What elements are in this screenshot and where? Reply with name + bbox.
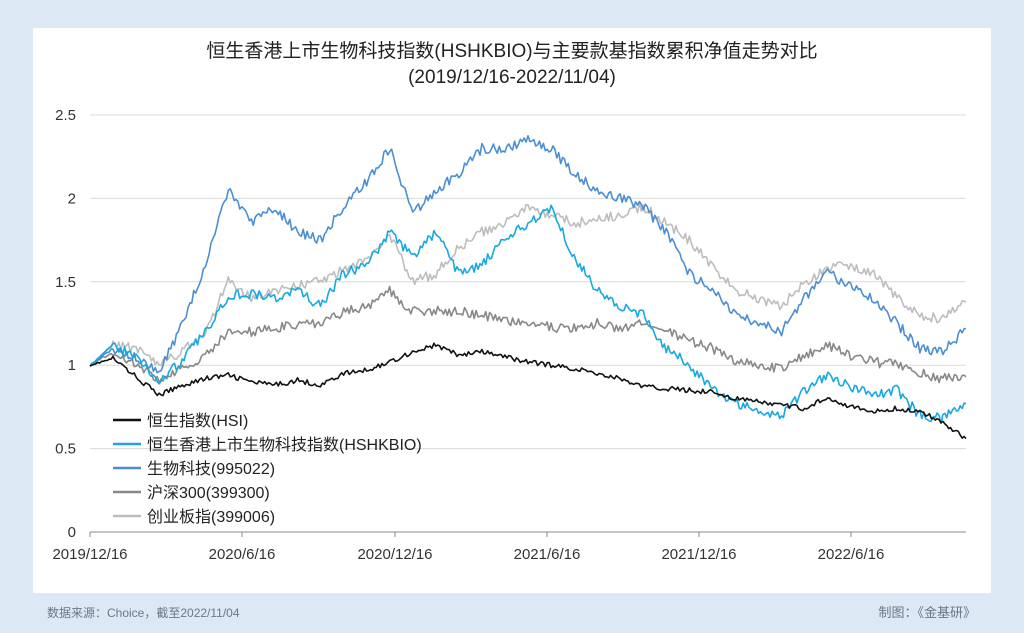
chart-subtitle: (2019/12/16-2022/11/04)	[408, 67, 616, 88]
chart-title: 恒生香港上市生物科技指数(HSHKBIO)与主要款基指数累积净值走势对比	[206, 41, 818, 62]
y-tick-label: 0	[68, 524, 76, 541]
chart-credit: 制图：《金基研》	[878, 605, 976, 620]
series-line-0	[89, 342, 967, 440]
y-tick-label: 0.5	[55, 441, 76, 458]
legend-label: 生物科技(995022)	[147, 460, 275, 478]
y-tick-label: 1	[68, 357, 76, 374]
y-tick-label: 2.5	[55, 107, 76, 124]
x-tick-label: 2020/12/16	[357, 546, 432, 563]
data-source-note: 数据来源：Choice，截至2022/11/04	[47, 606, 240, 620]
series-line-2	[89, 135, 967, 374]
legend-label: 沪深300(399300)	[147, 484, 270, 502]
legend-label: 恒生香港上市生物科技指数(HSHKBIO)	[147, 436, 422, 454]
series-line-4	[89, 202, 967, 367]
x-tick-label: 2021/12/16	[661, 546, 736, 563]
y-tick-label: 1.5	[55, 274, 76, 291]
chart-card	[33, 28, 991, 593]
series-line-1	[89, 204, 967, 425]
y-tick-label: 2	[68, 190, 76, 207]
x-tick-label: 2022/6/16	[818, 546, 885, 563]
x-tick-label: 2020/6/16	[209, 546, 276, 563]
x-tick-label: 2019/12/16	[52, 546, 127, 563]
legend-label: 创业板指(399006)	[147, 508, 275, 526]
series-line-3	[89, 285, 967, 384]
legend-label: 恒生指数(HSI)	[147, 412, 248, 430]
x-tick-label: 2021/6/16	[514, 546, 581, 563]
